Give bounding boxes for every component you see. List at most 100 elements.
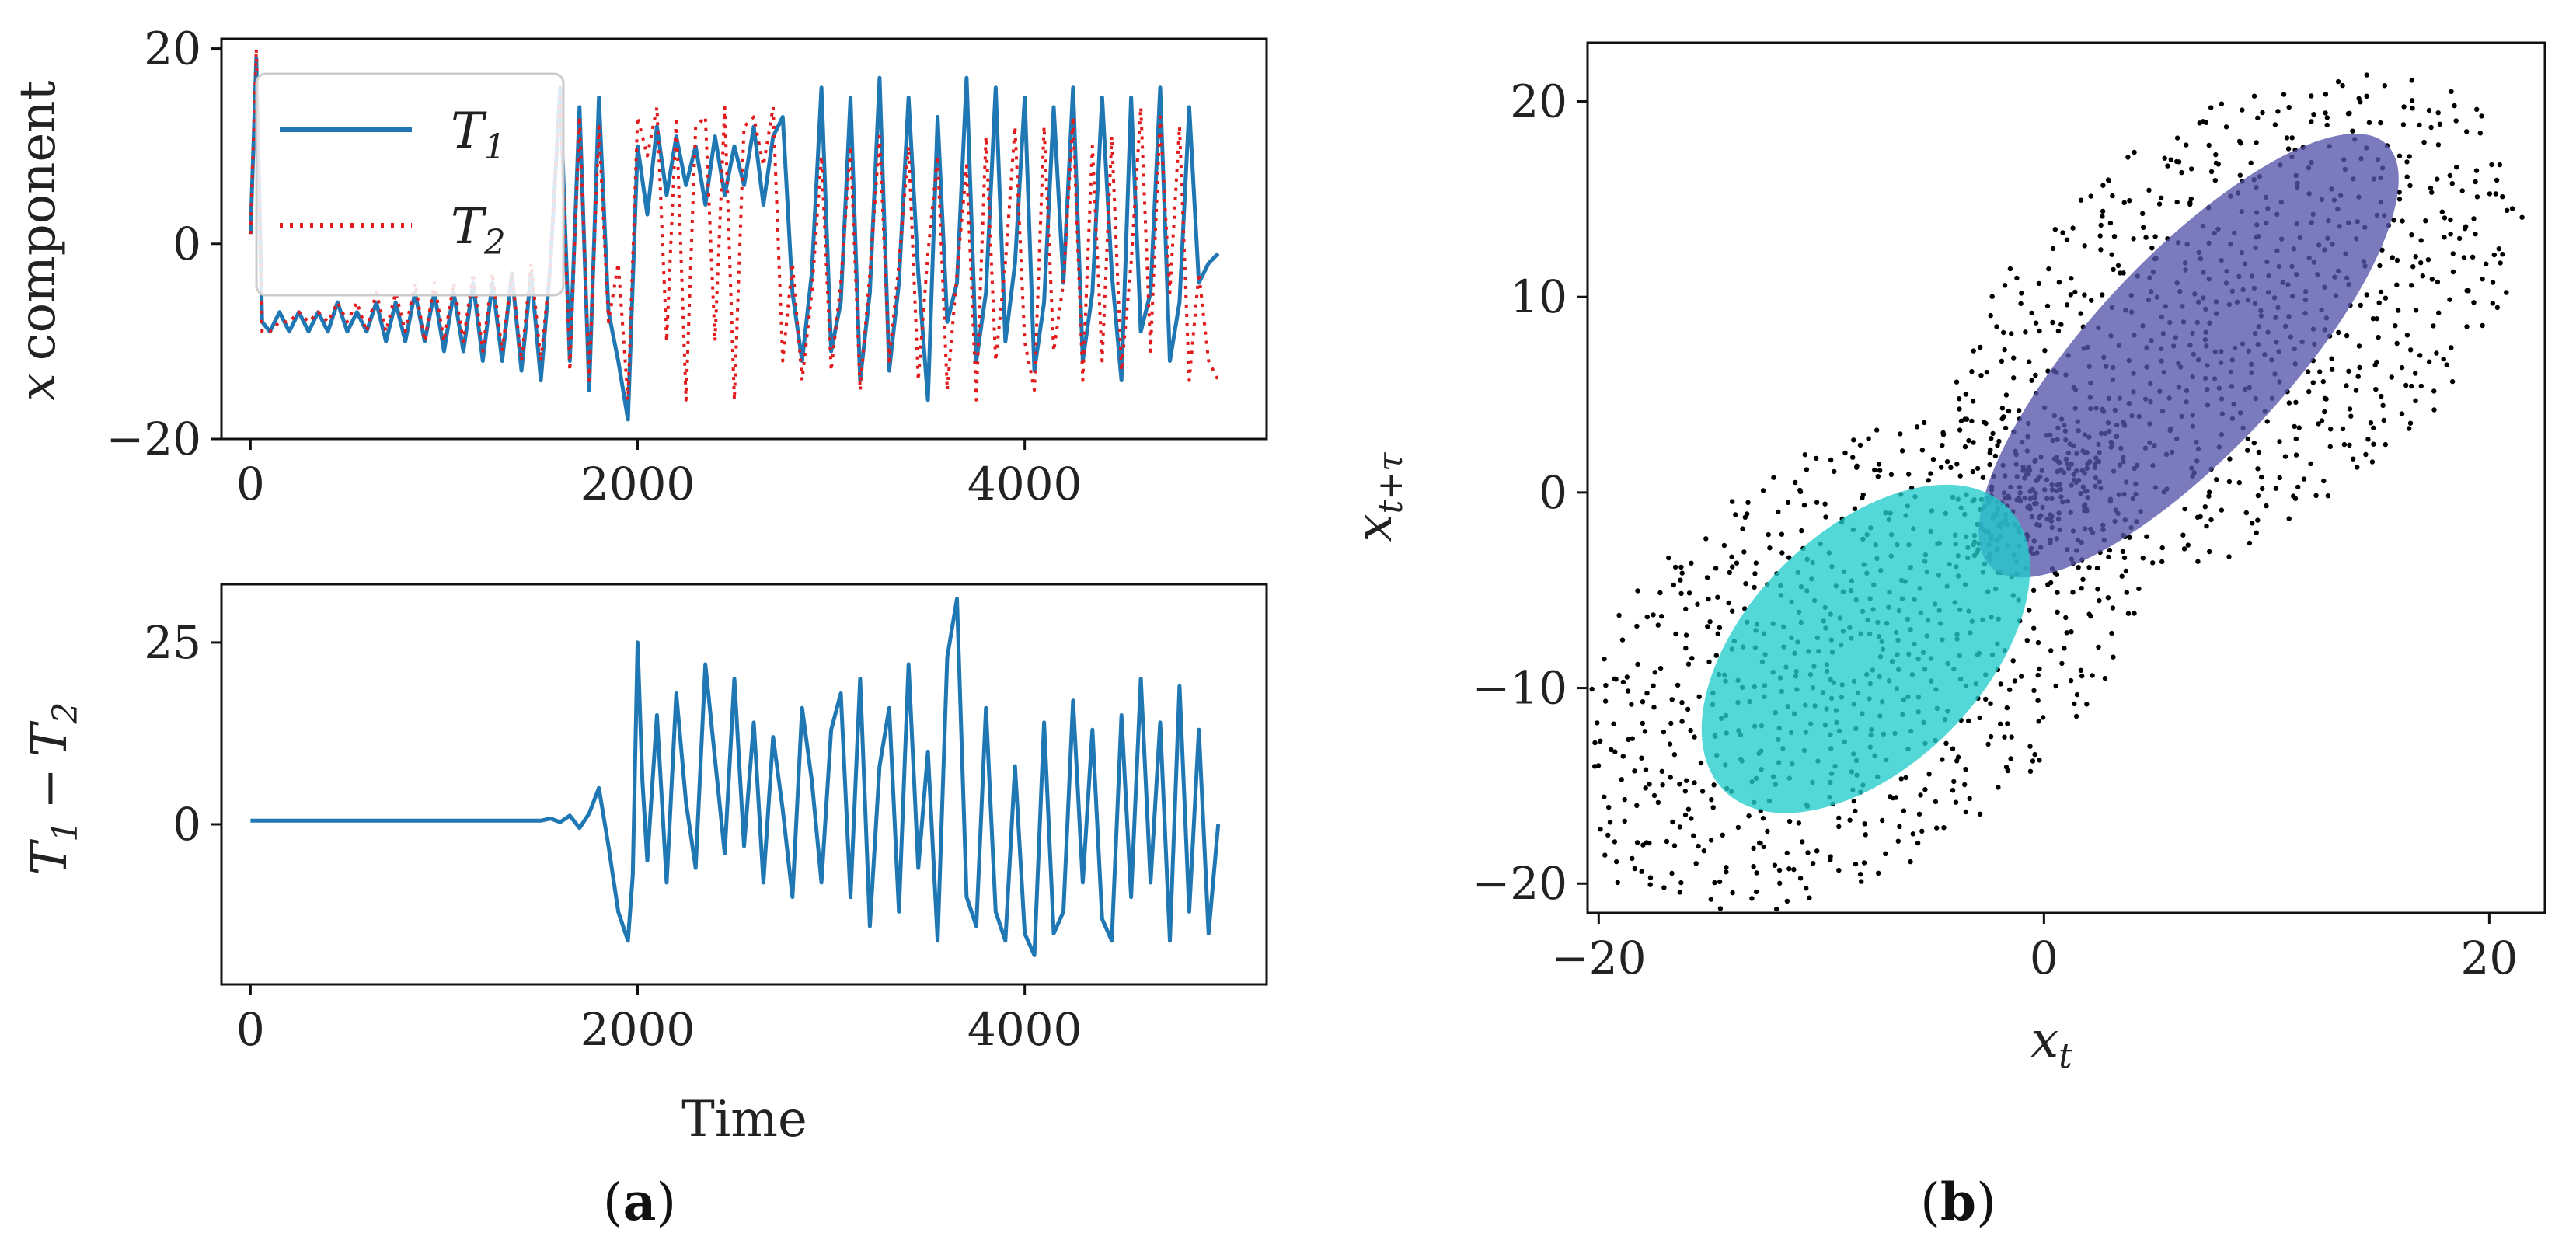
scatter-point bbox=[1713, 566, 1719, 571]
scatter-point bbox=[1926, 772, 1932, 777]
scatter-point bbox=[2355, 465, 2360, 470]
cluster-ellipses bbox=[1701, 134, 2399, 813]
scatter-point bbox=[2152, 234, 2158, 239]
scatter-point bbox=[2119, 573, 2125, 579]
scatter-point bbox=[1990, 430, 1996, 437]
scatter-point bbox=[2379, 393, 2384, 399]
scatter-point bbox=[1966, 437, 1971, 444]
scatter-point bbox=[1709, 797, 1714, 803]
scatter-point bbox=[2454, 165, 2459, 170]
scatter-point bbox=[2431, 407, 2437, 413]
scatter-point bbox=[2003, 425, 2009, 431]
tick-group: 0 2000 4000 20 0 −20 bbox=[106, 23, 1082, 510]
scatter-point bbox=[1672, 564, 1678, 570]
scatter-point bbox=[1644, 691, 1650, 696]
scatter-point bbox=[2031, 625, 2037, 631]
scatter-point bbox=[2435, 176, 2440, 182]
scatter-point bbox=[2035, 672, 2041, 678]
scatter-point bbox=[1689, 560, 1694, 566]
scatter-point bbox=[1898, 776, 1904, 782]
scatter-point bbox=[2292, 423, 2297, 430]
scatter-point bbox=[2260, 486, 2265, 492]
scatter-point bbox=[1613, 677, 1619, 682]
scatter-point bbox=[2394, 340, 2400, 347]
scatter-point bbox=[2442, 215, 2448, 221]
scatter-point bbox=[1807, 895, 1812, 900]
scatter-point bbox=[1671, 752, 1678, 758]
scatter-point bbox=[2378, 289, 2384, 295]
scatter-point bbox=[2348, 413, 2354, 419]
y-tick-label: 10 bbox=[1510, 270, 1567, 323]
legend-t1-var: T bbox=[451, 103, 487, 160]
scatter-point bbox=[2036, 280, 2042, 287]
scatter-point bbox=[1647, 782, 1652, 787]
scatter-point bbox=[1634, 623, 1640, 629]
scatter-point bbox=[2497, 162, 2503, 168]
scatter-point bbox=[1854, 463, 1860, 468]
scatter-point bbox=[2450, 251, 2456, 256]
scatter-point bbox=[2473, 168, 2480, 173]
scatter-point bbox=[2255, 517, 2261, 523]
scatter-point bbox=[2179, 169, 2184, 176]
x-tick-label: 4000 bbox=[967, 1003, 1082, 1056]
scatter-point bbox=[1751, 864, 1756, 869]
scatter-point bbox=[1696, 694, 1702, 699]
scatter-point bbox=[2200, 119, 2206, 124]
scatter-point bbox=[2125, 155, 2131, 160]
scatter-point bbox=[1957, 473, 1963, 479]
x-tick-label: −20 bbox=[1551, 932, 1646, 984]
scatter-point bbox=[1640, 720, 1645, 726]
scatter-point bbox=[2121, 200, 2127, 205]
scatter-point bbox=[1779, 550, 1785, 556]
scatter-point bbox=[2420, 273, 2425, 279]
scatter-point bbox=[2286, 400, 2292, 406]
scatter-point bbox=[1950, 746, 1956, 751]
scatter-point bbox=[2353, 388, 2359, 393]
scatter-point bbox=[2344, 383, 2349, 388]
scatter-point bbox=[2277, 475, 2282, 481]
scatter-point bbox=[1726, 600, 1731, 606]
scatter-point bbox=[2310, 380, 2316, 385]
scatter-point bbox=[2479, 113, 2484, 119]
scatter-point bbox=[1666, 555, 1671, 561]
scatter-point bbox=[2131, 236, 2136, 242]
scatter-point bbox=[1804, 467, 1810, 472]
legend-box bbox=[255, 72, 565, 297]
scatter-point bbox=[2356, 343, 2362, 349]
scatter-point bbox=[2111, 654, 2116, 660]
scatter-point bbox=[2111, 266, 2116, 273]
scatter-point bbox=[1715, 594, 1720, 600]
scatter-point bbox=[2319, 418, 2325, 423]
scatter-point bbox=[1632, 866, 1637, 872]
scatter-point bbox=[2306, 388, 2312, 395]
caption-b-letter: b bbox=[1940, 1172, 1976, 1232]
scatter-point bbox=[2227, 456, 2233, 462]
scatter-point bbox=[1779, 531, 1785, 537]
scatter-point bbox=[2150, 560, 2156, 566]
scatter-point bbox=[2370, 316, 2376, 322]
scatter-point bbox=[2107, 547, 2113, 553]
scatter-point bbox=[2070, 590, 2076, 595]
scatter-point bbox=[1625, 688, 1631, 694]
scatter-point bbox=[2285, 146, 2292, 152]
scatter-point bbox=[1644, 840, 1650, 845]
scatter-point bbox=[2409, 78, 2414, 83]
scatter-point bbox=[1679, 719, 1685, 724]
scatter-point bbox=[2284, 135, 2290, 141]
y-axis-label: T1−T2 bbox=[21, 702, 85, 876]
scatter-point bbox=[1784, 898, 1790, 904]
tick-group: −20 0 20 20 10 0 −10 −20 bbox=[1473, 75, 2518, 984]
scatter-point bbox=[2032, 751, 2037, 758]
scatter-point bbox=[2236, 479, 2242, 486]
scatter-point bbox=[1970, 468, 1975, 475]
scatter-point bbox=[1916, 811, 1922, 817]
scatter-point bbox=[2127, 198, 2132, 204]
scatter-point bbox=[1730, 499, 1735, 504]
scatter-point bbox=[2426, 359, 2432, 364]
scatter-point bbox=[2418, 260, 2424, 266]
scatter-point bbox=[1671, 582, 1676, 588]
scatter-point bbox=[1784, 850, 1790, 856]
scatter-point bbox=[2327, 444, 2333, 450]
